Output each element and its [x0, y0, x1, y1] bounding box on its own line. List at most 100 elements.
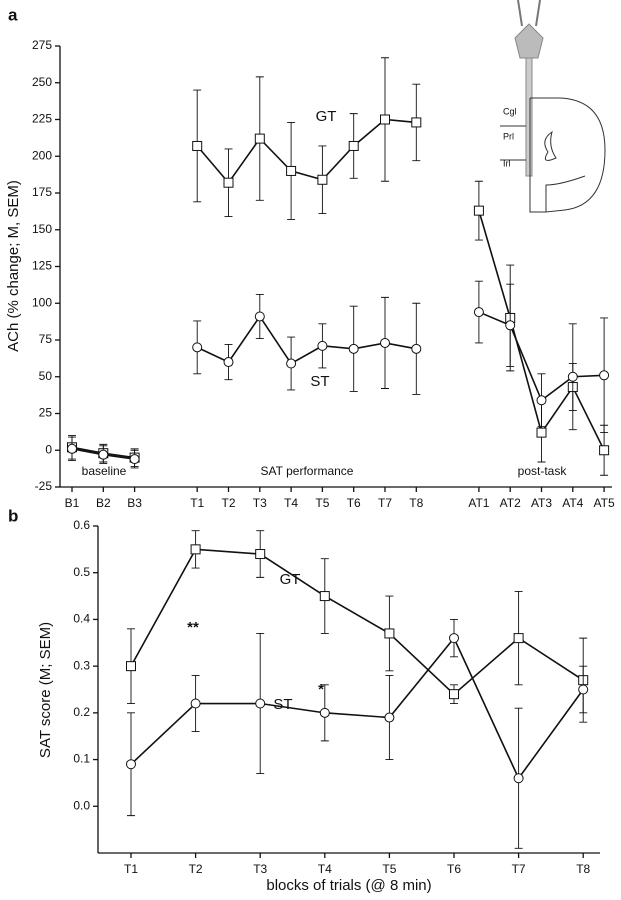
x-tick-label: T1 [124, 862, 138, 876]
inset-diagram [500, 0, 606, 213]
x-tick-label: B1 [65, 496, 80, 510]
x-tick-label: T5 [315, 496, 329, 510]
y-tick-label: -25 [35, 479, 53, 493]
series-label: GT [280, 571, 301, 588]
x-tick-label: AT4 [562, 496, 583, 510]
marker [536, 427, 547, 438]
series-label: ST [273, 696, 292, 713]
x-tick-label: T2 [221, 496, 235, 510]
marker [411, 343, 422, 354]
x-tick-label: T3 [253, 862, 267, 876]
marker [192, 342, 203, 353]
marker [567, 371, 578, 382]
y-tick-label: 225 [32, 112, 52, 126]
marker [380, 337, 390, 348]
marker [67, 443, 77, 454]
x-tick-label: T8 [576, 862, 590, 876]
marker [317, 174, 328, 185]
marker [317, 340, 328, 351]
x-tick-label: T1 [190, 496, 204, 510]
y-axis-label: ACh (% change; M, SEM) [5, 180, 22, 352]
marker [286, 165, 297, 176]
marker [380, 114, 390, 125]
x-tick-label: T2 [189, 862, 203, 876]
marker [384, 628, 395, 639]
x-axis-label: blocks of trials (@ 8 min) [266, 877, 431, 894]
y-tick-label: 275 [32, 38, 52, 52]
y-tick-label: 0 [45, 442, 52, 456]
series-label: ST [310, 373, 329, 390]
marker [126, 661, 136, 672]
y-tick-label: 200 [32, 148, 52, 162]
y-tick-label: 0.4 [73, 612, 90, 626]
marker [578, 684, 589, 695]
marker [319, 707, 330, 718]
panel-label: a [8, 5, 18, 24]
y-tick-label: 0.5 [73, 565, 90, 579]
marker [129, 454, 140, 465]
marker [473, 205, 484, 216]
series-line [71, 118, 605, 459]
y-tick-label: 100 [32, 295, 52, 309]
marker [254, 311, 265, 322]
x-tick-label: B2 [96, 496, 111, 510]
x-tick-label: AT2 [500, 496, 521, 510]
x-tick-label: T6 [447, 862, 461, 876]
marker [319, 591, 330, 602]
marker [192, 140, 203, 151]
annotation: SAT performance [261, 464, 354, 478]
series-line [130, 636, 584, 780]
y-axis-label: SAT score (M; SEM) [37, 622, 54, 758]
marker [126, 759, 136, 770]
marker [599, 445, 610, 456]
y-tick-label: 0.3 [73, 658, 90, 672]
annotation: post-task [518, 464, 568, 478]
series-line [71, 311, 605, 460]
x-tick-label: AT1 [468, 496, 489, 510]
series-label: GT [316, 108, 337, 125]
inset-label: Irl [503, 158, 511, 168]
marker [255, 549, 266, 560]
marker [505, 320, 516, 331]
marker [449, 689, 459, 700]
marker [286, 358, 297, 369]
x-tick-label: T3 [253, 496, 267, 510]
marker [348, 140, 359, 151]
marker [473, 307, 484, 318]
x-tick-label: AT5 [594, 496, 615, 510]
y-tick-label: 50 [39, 369, 53, 383]
marker [411, 117, 422, 128]
series-line [130, 548, 584, 696]
marker [348, 343, 359, 354]
marker [190, 698, 201, 709]
x-tick-label: T6 [347, 496, 361, 510]
annotation: baseline [82, 464, 127, 478]
y-tick-label: 250 [32, 75, 52, 89]
y-tick-label: 75 [39, 332, 53, 346]
y-tick-label: 125 [32, 259, 52, 273]
x-tick-label: B3 [127, 496, 142, 510]
marker [190, 544, 201, 555]
marker [536, 395, 547, 406]
y-tick-label: 0.6 [73, 518, 90, 532]
marker [223, 357, 234, 368]
y-tick-label: 0.2 [73, 705, 90, 719]
y-tick-label: 0.1 [73, 752, 90, 766]
marker [254, 133, 265, 144]
marker [599, 370, 610, 381]
y-tick-label: 0.0 [73, 798, 90, 812]
annotation: * [318, 681, 324, 698]
marker [513, 633, 524, 644]
x-tick-label: T4 [318, 862, 332, 876]
inset-label: Prl [503, 131, 514, 141]
annotation: ** [187, 619, 199, 636]
panel-label: b [8, 506, 18, 525]
marker [384, 712, 395, 723]
x-tick-label: T7 [512, 862, 526, 876]
marker [513, 773, 524, 784]
marker [449, 633, 459, 644]
x-tick-label: T5 [382, 862, 396, 876]
x-tick-label: T4 [284, 496, 298, 510]
y-tick-label: 25 [39, 406, 53, 420]
